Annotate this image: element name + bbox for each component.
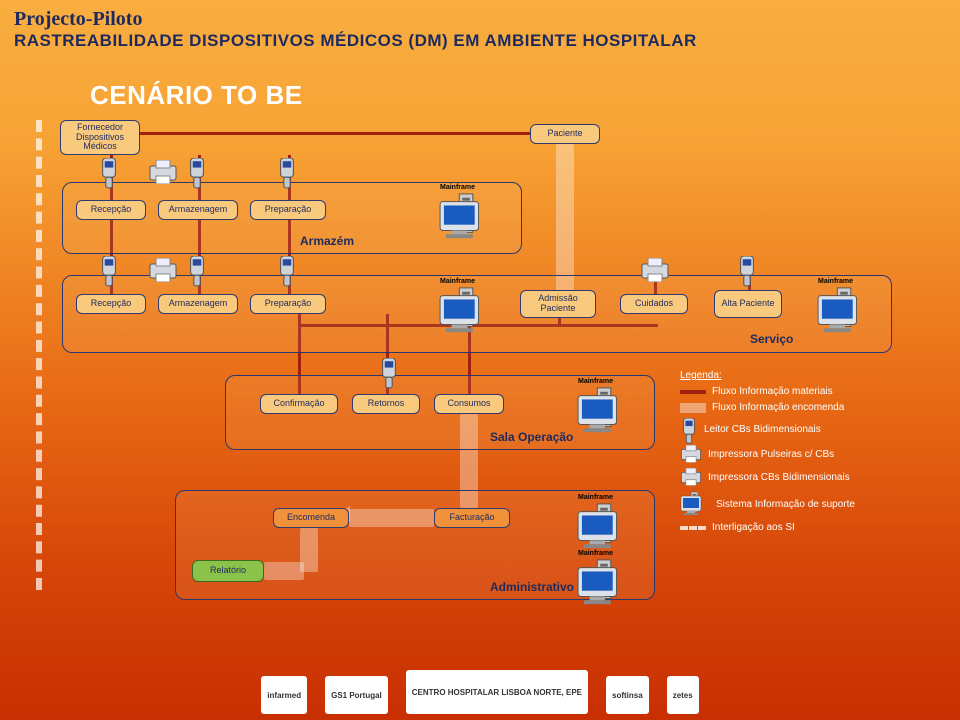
logo-softinsa: softinsa (606, 676, 649, 714)
node-encomenda: Encomenda (273, 508, 349, 528)
monitor-icon (438, 286, 496, 336)
mainframe-label: Mainframe (578, 378, 613, 385)
flow-paciente-down (556, 144, 574, 294)
scanner-icon (736, 256, 758, 288)
logo-zetes: zetes (667, 676, 699, 714)
node-armazenagem1: Armazenagem (158, 200, 238, 220)
legend-row: Leitor CBs Bidimensionais (680, 418, 910, 440)
monitor-icon (438, 192, 496, 242)
scanner-icon (98, 158, 120, 190)
printer-icon (148, 258, 178, 282)
legend-text: Impressora CBs Bidimensionais (708, 472, 850, 483)
legend-text: Fluxo Informação encomenda (712, 402, 844, 413)
legend-swatch-red (680, 390, 706, 394)
title-block: Projecto-Piloto RASTREABILIDADE DISPOSIT… (14, 8, 697, 51)
scanner-icon (186, 256, 208, 288)
scanner-icon (98, 256, 120, 288)
monitor-icon (816, 286, 874, 336)
node-consumos: Consumos (434, 394, 504, 414)
legend-swatch-white (680, 403, 706, 413)
node-fornecedor: Fornecedor Dispositivos Médicos (60, 120, 140, 155)
group-armazem-label: Armazém (300, 234, 354, 248)
node-recepcao2: Recepção (76, 294, 146, 314)
mainframe-label: Mainframe (440, 278, 475, 285)
node-admissao: Admissão Paciente (520, 290, 596, 318)
legend-text: Impressora Pulseiras c/ CBs (708, 449, 834, 460)
legend-row: Impressora CBs Bidimensionais (680, 468, 910, 486)
legend-text: Interligação aos SI (712, 522, 795, 533)
node-preparacao1: Preparação (250, 200, 326, 220)
node-alta: Alta Paciente (714, 290, 782, 318)
footer-logos: infarmed GS1 Portugal CENTRO HOSPITALAR … (0, 660, 960, 714)
legend-swatch-dash (680, 526, 706, 530)
legend-row: Sistema Informação de suporte (680, 491, 910, 517)
printer-icon (640, 258, 670, 282)
hline-top (140, 132, 530, 135)
node-recepcao1: Recepção (76, 200, 146, 220)
legend-scanner-icon (680, 418, 698, 440)
page-title-1: Projecto-Piloto (14, 8, 697, 31)
legend-text: Fluxo Informação materiais (712, 386, 833, 397)
scanner-icon (378, 358, 400, 390)
legend-text: Sistema Informação de suporte (716, 499, 855, 510)
legend-row: Impressora Pulseiras c/ CBs (680, 445, 910, 463)
mainframe-label: Mainframe (578, 550, 613, 557)
legend-row: Interligação aos SI (680, 522, 910, 533)
node-facturacao: Facturação (434, 508, 510, 528)
printer-icon (148, 160, 178, 184)
node-confirmacao: Confirmação (260, 394, 338, 414)
logo-gs1: GS1 Portugal (325, 676, 388, 714)
node-paciente: Paciente (530, 124, 600, 144)
legend-row: Fluxo Informação materiais (680, 386, 910, 397)
node-relatorio: Relatório (192, 560, 264, 582)
monitor-icon (576, 502, 634, 552)
page-title-2: RASTREABILIDADE DISPOSITIVOS MÉDICOS (DM… (14, 31, 697, 51)
legend: Legenda: Fluxo Informação materiais Flux… (680, 370, 910, 538)
logo-chln: CENTRO HOSPITALAR LISBOA NORTE, EPE (406, 670, 588, 714)
mainframe-label: Mainframe (818, 278, 853, 285)
group-sala-label: Sala Operação (490, 430, 573, 444)
legend-row: Fluxo Informação encomenda (680, 402, 910, 413)
mainframe-label: Mainframe (578, 494, 613, 501)
interligacao-line (36, 120, 42, 590)
legend-text: Leitor CBs Bidimensionais (704, 424, 821, 435)
scenario-label: CENÁRIO TO BE (90, 80, 303, 111)
legend-printer-icon (680, 468, 702, 486)
legend-printer-icon (680, 445, 702, 463)
scanner-icon (186, 158, 208, 190)
group-admin-label: Administrativo (490, 580, 574, 594)
node-preparacao2: Preparação (250, 294, 326, 314)
node-armazenagem2: Armazenagem (158, 294, 238, 314)
group-servico-label: Serviço (750, 332, 793, 346)
logo-infarmed: infarmed (261, 676, 307, 714)
node-retornos: Retornos (352, 394, 420, 414)
scanner-icon (276, 256, 298, 288)
legend-monitor-icon (680, 491, 710, 517)
node-cuidados: Cuidados (620, 294, 688, 314)
legend-title: Legenda: (680, 370, 910, 381)
mainframe-label: Mainframe (440, 184, 475, 191)
monitor-icon (576, 558, 634, 608)
scanner-icon (276, 158, 298, 190)
monitor-icon (576, 386, 634, 436)
